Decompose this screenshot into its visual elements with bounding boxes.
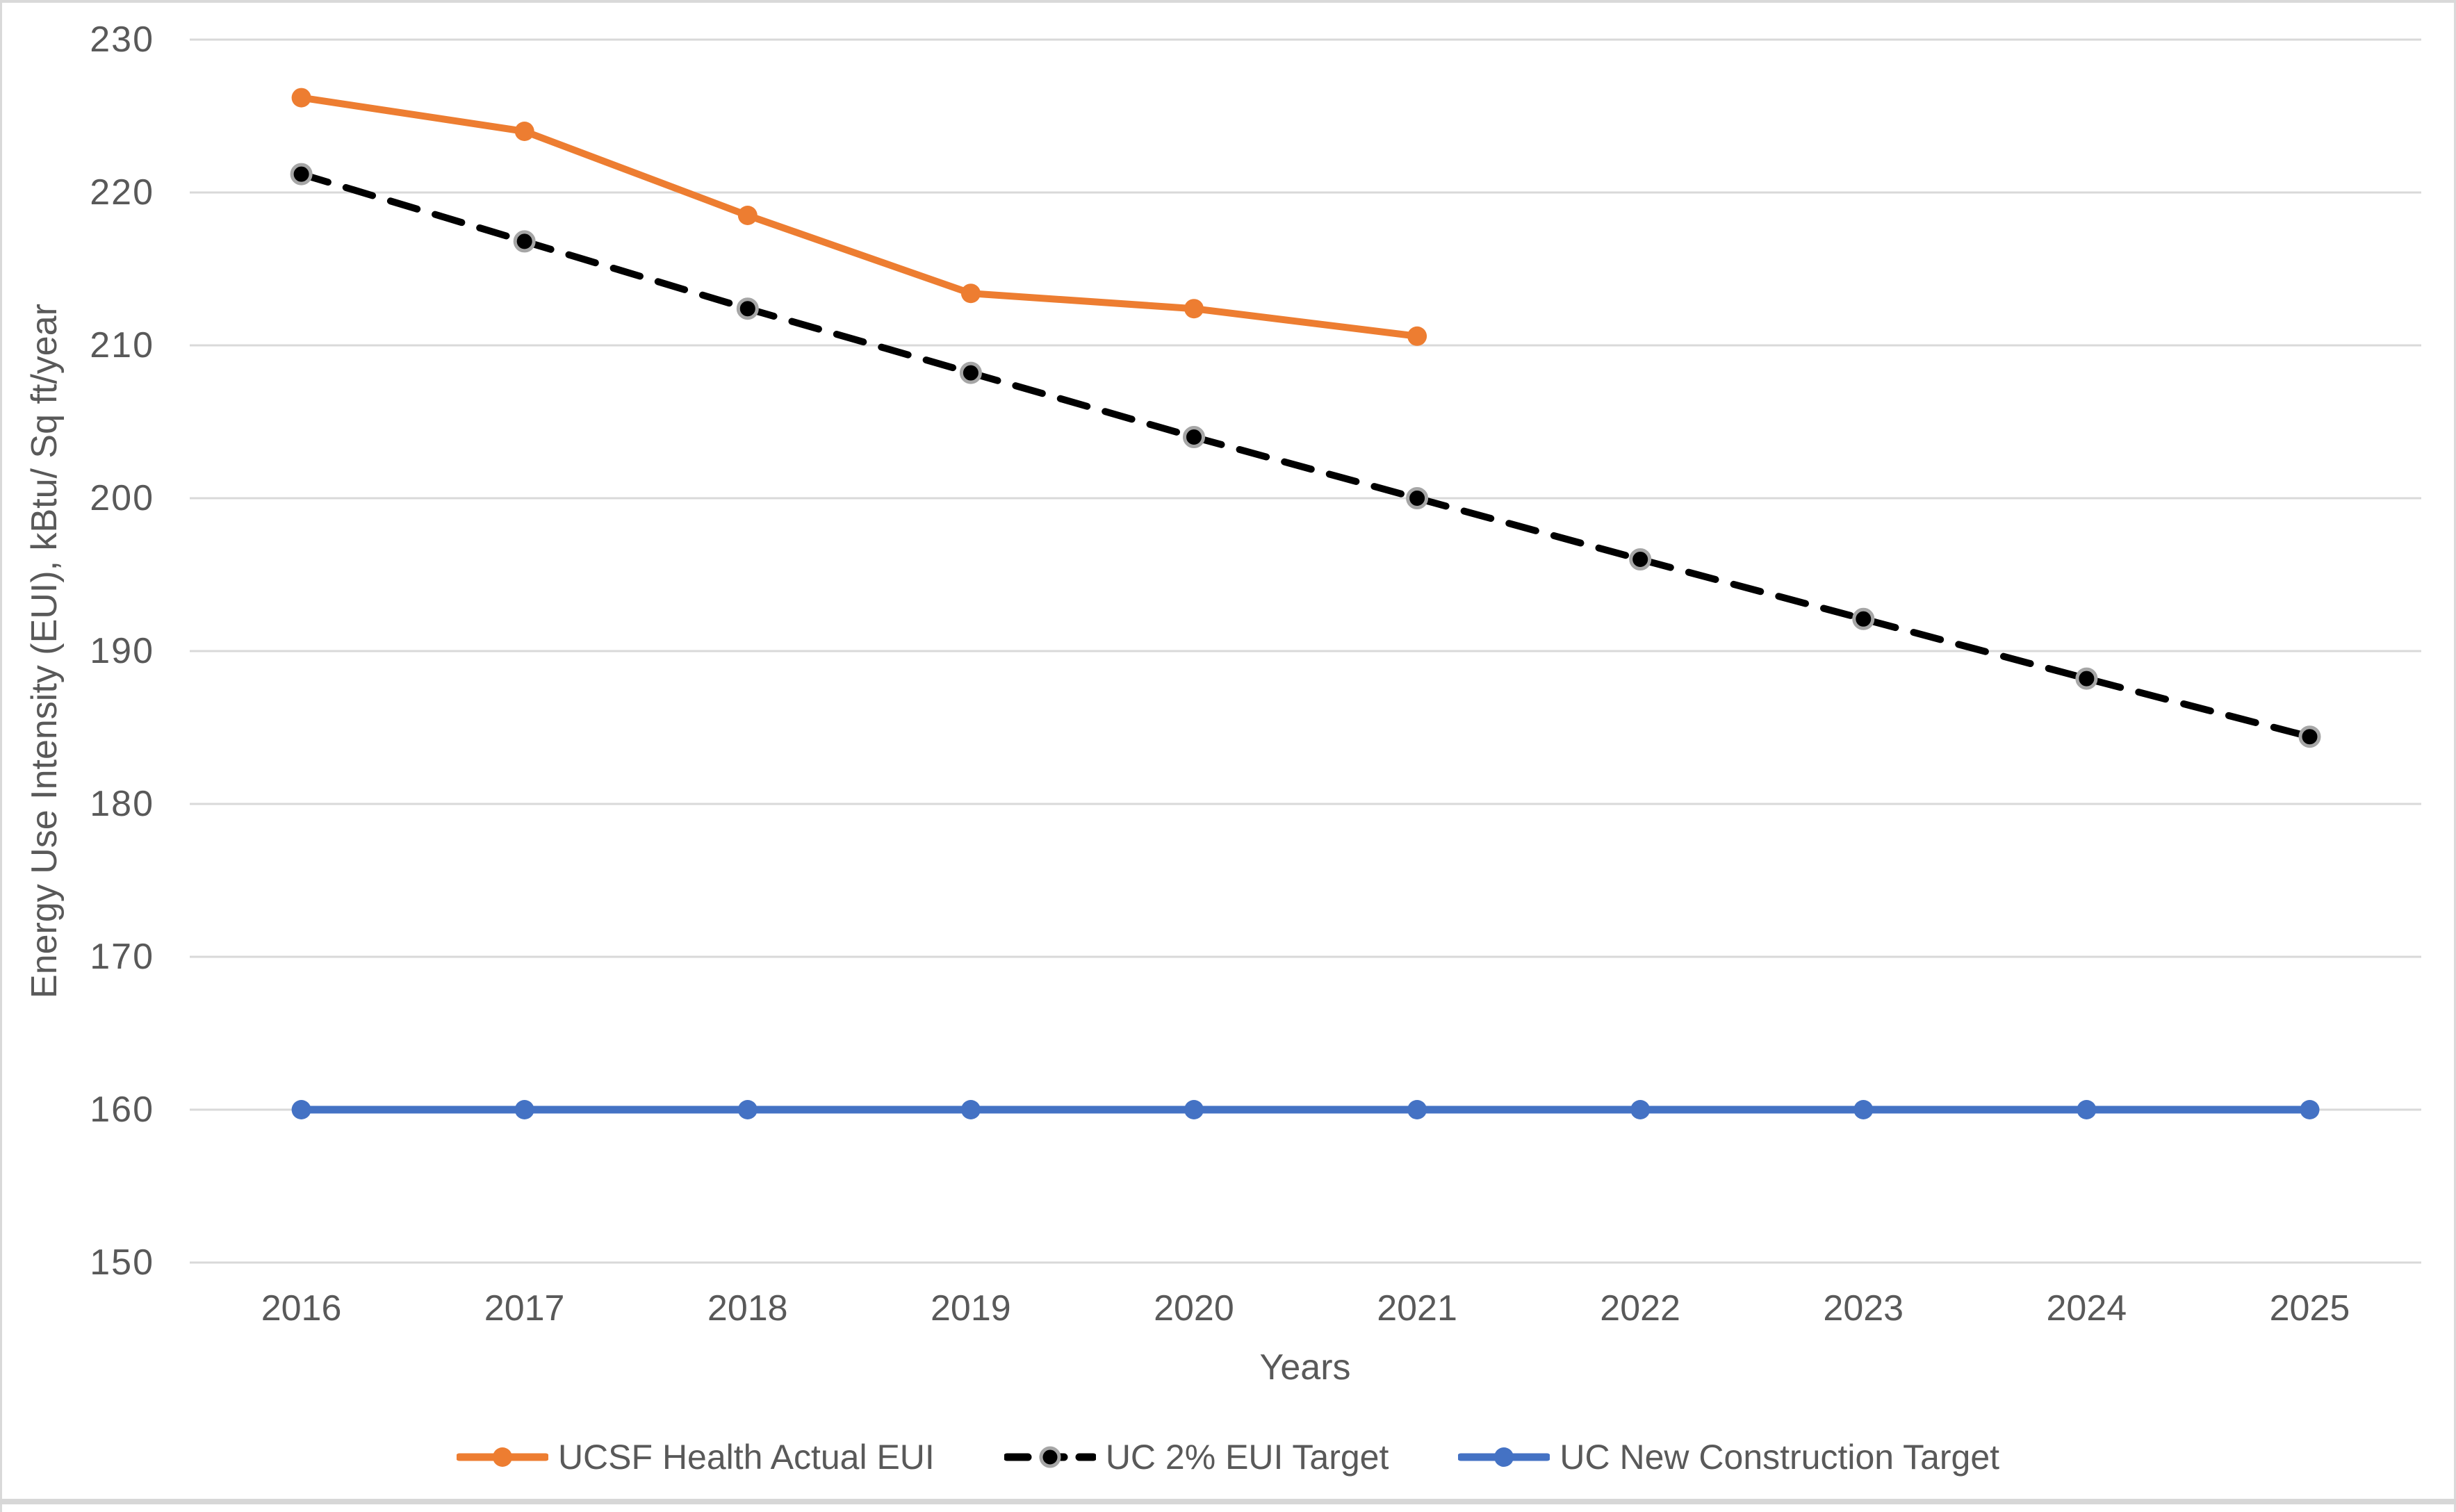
legend-swatch-3-icon	[1458, 1447, 1550, 1467]
series-2-marker-2016	[290, 163, 313, 186]
series-line-2	[297, 170, 2314, 741]
y-tick-label-150: 150	[90, 1242, 154, 1283]
series-2-marker-2017	[513, 230, 536, 253]
legend-label-3: UC New Construction Target	[1559, 1438, 2000, 1477]
series-3-marker-2017	[514, 1100, 534, 1119]
series-3-marker-2025	[2300, 1100, 2320, 1119]
legend-label-1: UCSF Health Actual EUI	[557, 1438, 935, 1477]
x-tick-label-2024: 2024	[2046, 1288, 2127, 1329]
frame-edge-top	[0, 0, 2456, 3]
series-2-marker-2022	[1629, 548, 1652, 570]
series-2-marker-2025	[2298, 725, 2321, 748]
x-tick-label-2020: 2020	[1154, 1288, 1234, 1329]
legend-label-2: UC 2% EUI Target	[1105, 1438, 1389, 1477]
x-tick-label-2025: 2025	[2269, 1288, 2350, 1329]
series-3-marker-2016	[291, 1100, 311, 1119]
series-3-marker-2018	[737, 1100, 758, 1119]
x-tick-label-2017: 2017	[484, 1288, 565, 1329]
series-3-marker-2021	[1407, 1100, 1427, 1119]
y-tick-label-170: 170	[90, 937, 154, 977]
series-1-marker-2019	[960, 284, 981, 304]
y-tick-label-220: 220	[90, 172, 154, 213]
frame-edge-right	[2454, 0, 2456, 1512]
y-tick-label-200: 200	[90, 478, 154, 518]
frame-edge-bottom	[0, 1499, 2456, 1504]
series-3-marker-2019	[960, 1100, 981, 1119]
x-tick-label-2018: 2018	[707, 1288, 788, 1329]
frame-edge-left	[0, 0, 2, 1512]
series-3-marker-2023	[1853, 1100, 1874, 1119]
series-3-marker-2024	[2077, 1100, 2097, 1119]
legend-item-2: UC 2% EUI Target	[1004, 1436, 1389, 1478]
series-2-marker-2020	[1183, 426, 1205, 448]
x-tick-label-2016: 2016	[261, 1288, 342, 1329]
x-tick-label-2023: 2023	[1823, 1288, 1904, 1329]
series-1-marker-2016	[291, 88, 311, 108]
y-tick-label-160: 160	[90, 1090, 154, 1130]
y-tick-label-180: 180	[90, 784, 154, 824]
series-1-marker-2018	[737, 206, 758, 225]
series-line-1	[297, 94, 1421, 340]
series-1-marker-2020	[1184, 299, 1204, 319]
y-axis-title: Energy Use Intensity (EUI), kBtu/ Sq ft/…	[24, 304, 65, 999]
legend-item-1: UCSF Health Actual EUI	[456, 1436, 935, 1478]
series-2-marker-2023	[1852, 607, 1875, 630]
series-2-marker-2018	[736, 297, 759, 320]
x-tick-label-2019: 2019	[931, 1288, 1011, 1329]
series-3-marker-2022	[1630, 1100, 1651, 1119]
series-2-marker-2024	[2075, 667, 2098, 690]
series-1-marker-2017	[514, 122, 534, 141]
x-tick-label-2021: 2021	[1377, 1288, 1457, 1329]
series-1-marker-2021	[1407, 326, 1427, 346]
x-tick-label-2022: 2022	[1600, 1288, 1680, 1329]
y-tick-label-230: 230	[90, 19, 154, 60]
series-2-marker-2021	[1406, 487, 1429, 509]
series-3-marker-2020	[1184, 1100, 1204, 1119]
legend-swatch-1-icon	[456, 1447, 548, 1467]
y-tick-label-190: 190	[90, 631, 154, 671]
legend: UCSF Health Actual EUI UC 2% EUI Target UC…	[0, 1419, 2456, 1495]
series-2-marker-2019	[959, 361, 982, 384]
legend-item-3: UC New Construction Target	[1458, 1436, 1999, 1478]
y-tick-label-210: 210	[90, 325, 154, 365]
legend-swatch-2-icon	[1004, 1446, 1096, 1468]
x-axis-title: Years	[1259, 1347, 1351, 1388]
